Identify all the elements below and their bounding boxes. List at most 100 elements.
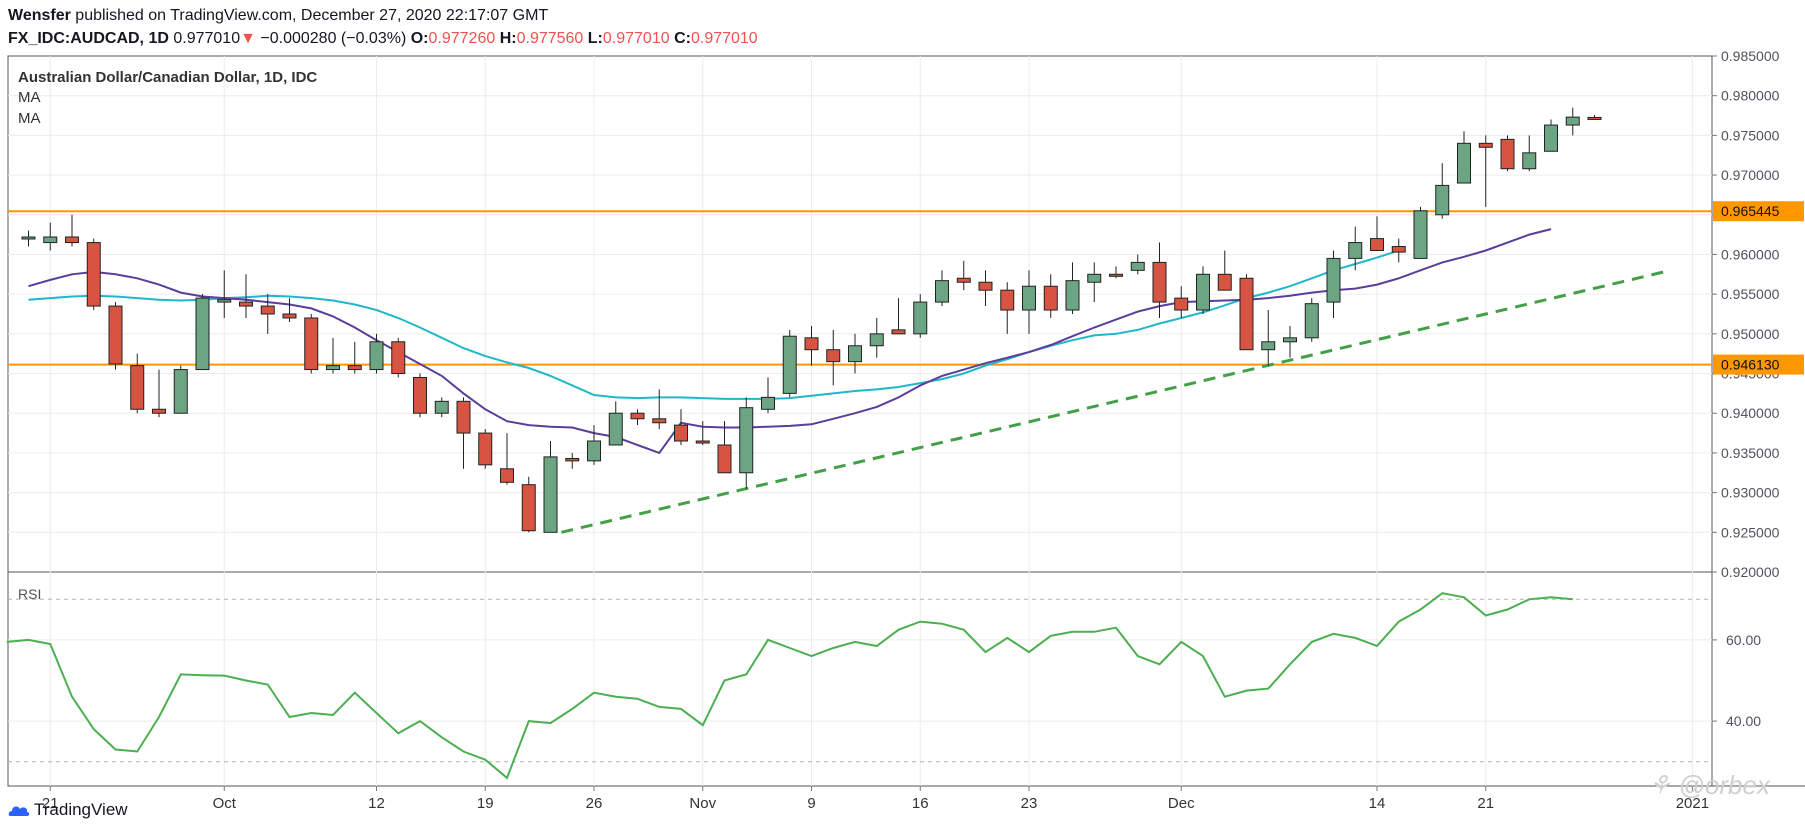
candle-body <box>1565 116 1580 126</box>
candle <box>43 222 58 251</box>
price-tick-label: 0.935000 <box>1721 445 1780 461</box>
author-name[interactable]: Wensfer <box>8 7 71 24</box>
candle <box>1457 131 1471 184</box>
candle <box>543 441 558 533</box>
candle <box>1174 286 1189 318</box>
candle-body <box>239 301 253 307</box>
candle-body <box>1022 285 1036 311</box>
candle <box>782 329 797 398</box>
price-tick-label: 0.930000 <box>1721 485 1780 501</box>
level-price-label: 0.946130 <box>1721 357 1780 373</box>
candle-body <box>1391 246 1406 253</box>
rsi-tick-label: 60.00 <box>1726 632 1761 648</box>
candle <box>173 365 188 414</box>
candle <box>260 294 275 334</box>
candle-body <box>1261 341 1276 351</box>
close-value: 0.977010 <box>690 30 758 47</box>
candle-body <box>869 333 884 347</box>
watermark-text: @orbex <box>1678 770 1770 800</box>
candle-body <box>130 365 145 410</box>
candle <box>391 337 406 378</box>
candle <box>434 397 449 418</box>
candle-body <box>587 440 601 462</box>
candle-body <box>1326 257 1341 303</box>
candle <box>695 421 710 445</box>
publish-info: Wensfer published on TradingView.com, De… <box>8 7 548 25</box>
candle-body <box>65 236 79 244</box>
level-price-label: 0.965445 <box>1721 203 1780 219</box>
candle <box>587 425 601 465</box>
candle-body <box>1065 280 1080 311</box>
candle <box>761 377 775 414</box>
open-value: 0.977260 <box>428 30 496 47</box>
time-tick-label: 2021 <box>1676 795 1709 812</box>
candle-body <box>173 369 188 414</box>
candle <box>652 389 667 430</box>
time-tick-label: 12 <box>368 795 385 812</box>
candle-body <box>434 400 449 414</box>
time-tick-label: 16 <box>912 795 929 812</box>
candle-body <box>826 349 841 363</box>
candle <box>478 429 493 469</box>
candle <box>565 452 580 469</box>
candle-body <box>1370 238 1384 251</box>
candle-body <box>1239 277 1254 351</box>
candle-body <box>195 297 210 371</box>
candle-body <box>1348 242 1363 259</box>
candle <box>717 421 732 474</box>
candle <box>1283 325 1297 358</box>
candle-body <box>782 335 797 394</box>
candle <box>1022 270 1036 334</box>
candle <box>674 409 688 445</box>
candle-body <box>478 432 493 466</box>
published-text: published on TradingView.com, December 2… <box>75 7 549 24</box>
candle <box>1370 216 1384 251</box>
candle-body <box>1457 142 1471 184</box>
candle <box>1109 266 1123 279</box>
rsi-label: RSI <box>18 586 41 602</box>
orbex-logo-icon: ⚘ <box>1648 770 1672 800</box>
candle <box>891 298 906 335</box>
time-tick-label: Dec <box>1168 795 1195 812</box>
candle-body <box>260 305 275 315</box>
candle <box>108 302 123 370</box>
candle-body <box>282 313 297 319</box>
candle <box>1326 250 1341 318</box>
candle-body <box>391 341 406 375</box>
price-tick-label: 0.960000 <box>1721 246 1780 262</box>
level-price-box <box>1713 354 1804 375</box>
price-tick-label: 0.950000 <box>1721 326 1780 342</box>
candle-body <box>1000 289 1015 311</box>
candle <box>21 230 36 247</box>
candle <box>1152 242 1167 318</box>
time-tick-label: 21 <box>42 795 59 812</box>
candle <box>1544 119 1558 152</box>
ma-slow-line <box>28 249 1400 400</box>
candle <box>239 274 253 318</box>
candle <box>739 397 754 489</box>
candle-body <box>1478 142 1493 148</box>
candle-body <box>1435 184 1450 216</box>
time-tick-label: 19 <box>477 795 494 812</box>
candle <box>217 270 232 318</box>
tradingview-logo[interactable]: TradingView <box>8 800 128 820</box>
candle <box>1261 310 1276 366</box>
candle <box>1000 282 1015 334</box>
candle-body <box>739 407 754 474</box>
candle <box>804 325 819 366</box>
candle <box>413 373 427 418</box>
candle <box>456 397 471 469</box>
candle-body <box>608 412 623 446</box>
candle-body <box>500 468 514 483</box>
candle <box>130 353 145 414</box>
candle-body <box>1304 303 1319 339</box>
price-tick-label: 0.925000 <box>1721 524 1780 540</box>
candle <box>826 329 841 386</box>
candle <box>152 369 166 418</box>
candle-body <box>674 424 688 442</box>
high-value: 0.977560 <box>516 30 584 47</box>
price-tick-label: 0.980000 <box>1721 88 1780 104</box>
candle-body <box>543 456 558 533</box>
candle-body <box>761 396 775 410</box>
